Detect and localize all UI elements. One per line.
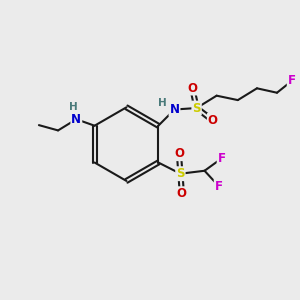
Text: H: H — [69, 102, 78, 112]
Text: F: F — [218, 152, 226, 165]
Text: S: S — [192, 101, 201, 115]
Text: O: O — [208, 114, 218, 127]
Text: F: F — [288, 74, 296, 88]
Text: O: O — [177, 187, 187, 200]
Text: O: O — [187, 82, 197, 94]
Text: N: N — [169, 103, 179, 116]
Text: N: N — [71, 113, 81, 126]
Text: O: O — [174, 147, 184, 160]
Text: H: H — [158, 98, 167, 108]
Text: S: S — [176, 167, 185, 180]
Text: F: F — [215, 180, 223, 193]
